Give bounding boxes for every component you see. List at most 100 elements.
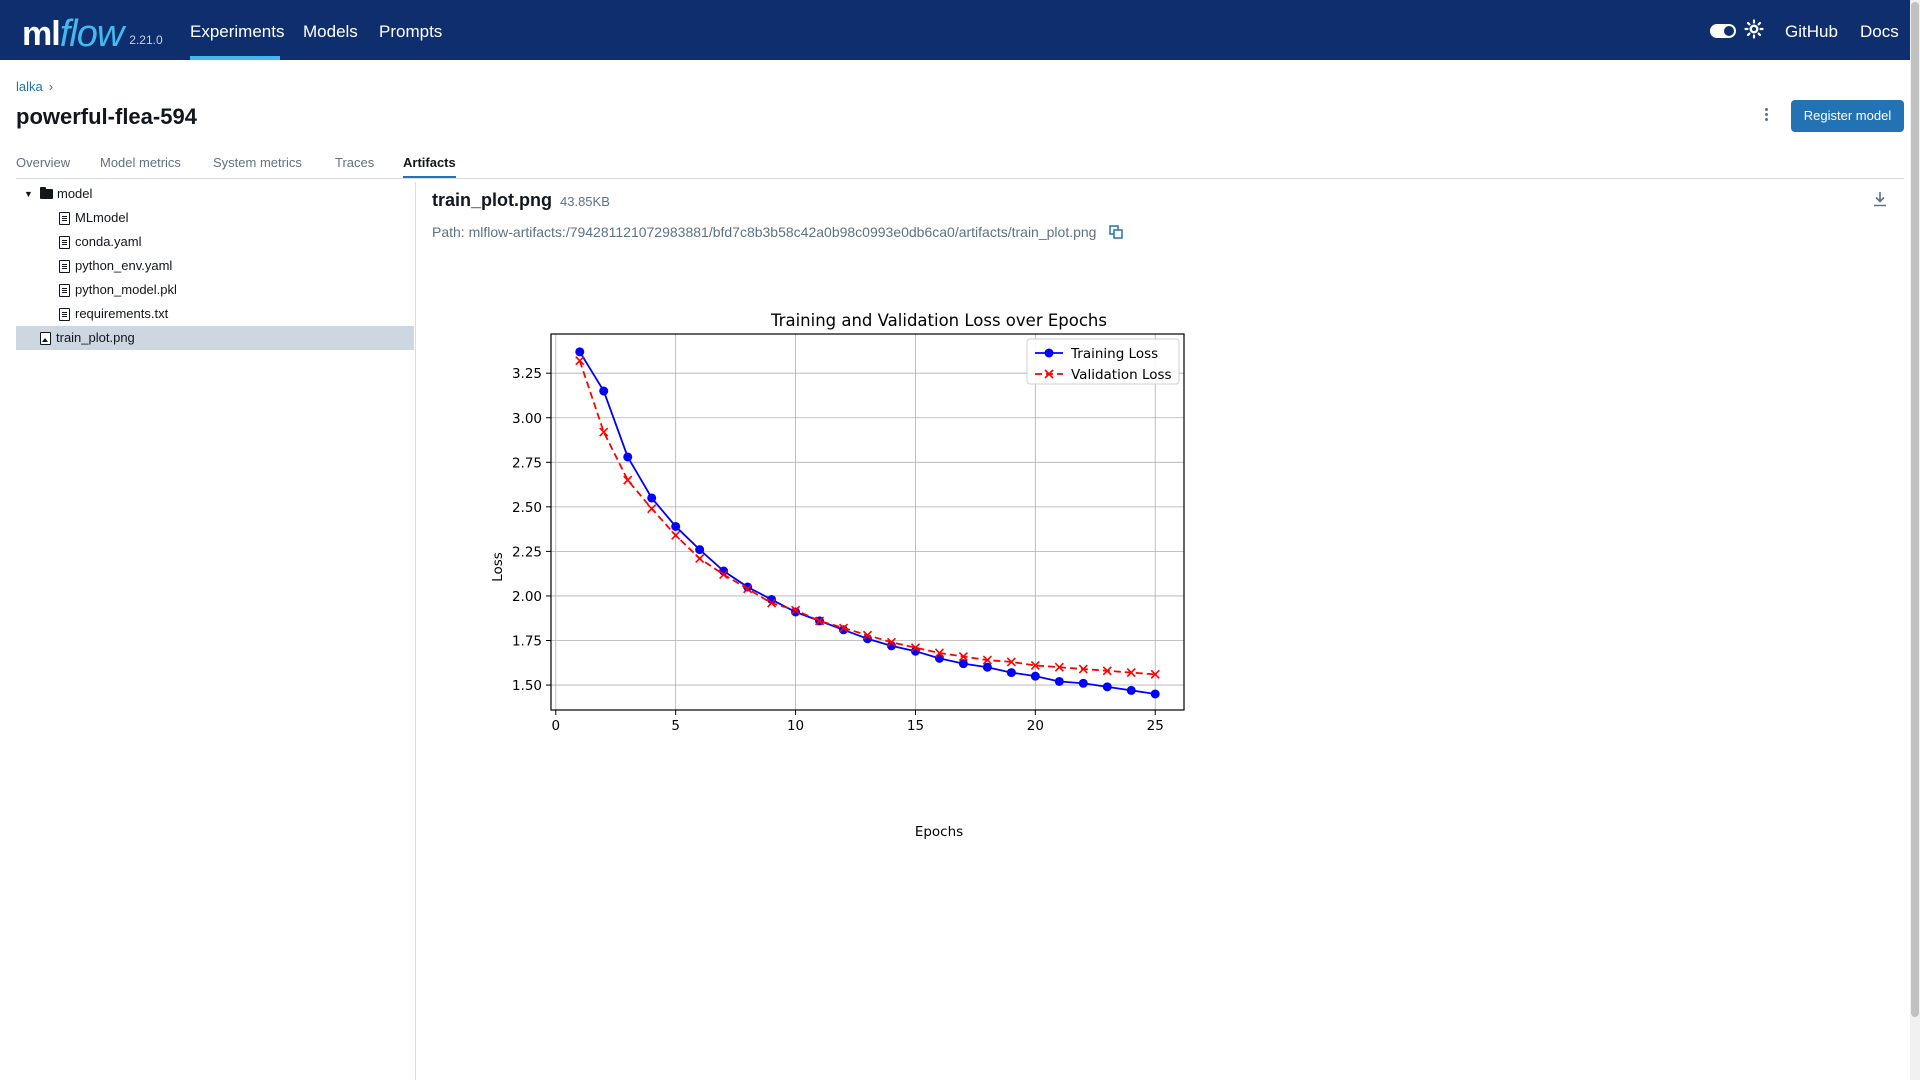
tree-file-label: MLmodel — [75, 210, 129, 225]
copy-icon[interactable] — [1109, 225, 1123, 239]
x-tick-label: 20 — [1027, 718, 1044, 734]
tree-folder-model[interactable]: ▼ model — [16, 182, 414, 206]
validation-loss-point — [1126, 668, 1136, 678]
file-icon — [59, 260, 70, 273]
tab-traces[interactable]: Traces — [335, 155, 375, 170]
caret-down-icon[interactable]: ▼ — [24, 189, 33, 199]
training-loss-point — [1006, 668, 1016, 678]
more-options-icon[interactable] — [1760, 106, 1772, 126]
training-loss-point — [575, 347, 585, 357]
breadcrumb-experiment-link[interactable]: lalka — [16, 79, 43, 94]
y-tick-label: 3.25 — [512, 366, 542, 382]
download-icon[interactable] — [1872, 190, 1888, 208]
training-loss-point — [982, 662, 992, 672]
legend-marker — [1044, 369, 1054, 379]
chevron-right-icon: › — [48, 79, 54, 94]
tree-file-label: python_model.pkl — [75, 282, 177, 297]
x-tick-label: 25 — [1147, 718, 1164, 734]
validation-loss-point — [1102, 666, 1112, 676]
tree-file[interactable]: conda.yaml — [16, 230, 414, 254]
legend-label: Training Loss — [1070, 346, 1158, 362]
chart-grid — [551, 334, 1184, 710]
training-loss-point — [1102, 682, 1112, 692]
validation-loss-point — [886, 637, 897, 647]
validation-loss-point — [910, 643, 921, 653]
validation-loss-point — [958, 651, 968, 662]
github-link[interactable]: GitHub — [1785, 22, 1838, 41]
loss-chart: 0 5 10 15 20 25 1.50 1.75 2.00 2.25 2.50 2.75 3.00 3.… — [490, 311, 1185, 840]
y-tick-label: 2.50 — [512, 500, 542, 516]
x-tick-label: 5 — [671, 718, 680, 734]
tab-artifacts[interactable]: Artifacts — [403, 155, 456, 179]
tree-file-label: train_plot.png — [56, 330, 135, 345]
validation-loss-point — [647, 504, 657, 514]
tree-file[interactable]: python_model.pkl — [16, 278, 414, 302]
page-scrollbar[interactable] — [1910, 0, 1920, 1080]
folder-icon — [40, 187, 53, 199]
x-axis-label: Epochs — [915, 824, 963, 840]
theme-toggle[interactable] — [1710, 24, 1736, 38]
training-loss-point — [1150, 689, 1160, 699]
scrollbar-thumb[interactable] — [1911, 2, 1919, 1017]
artifact-size: 43.85KB — [560, 194, 610, 209]
training-loss-point — [958, 659, 968, 669]
tree-file[interactable]: python_env.yaml — [16, 254, 414, 278]
y-axis-label: Loss — [490, 552, 506, 582]
file-icon — [59, 236, 70, 249]
legend-marker — [1044, 348, 1054, 358]
chart-title: Training and Validation Loss over Epochs — [770, 311, 1107, 330]
validation-loss-point — [862, 630, 873, 640]
validation-loss-point — [934, 648, 944, 658]
validation-loss-point — [719, 570, 729, 580]
docs-link[interactable]: Docs — [1860, 22, 1899, 41]
tree-file-selected[interactable]: train_plot.png — [16, 326, 414, 350]
legend-label: Validation Loss — [1071, 367, 1172, 383]
breadcrumb: lalka › — [16, 79, 53, 94]
tree-folder-label: model — [57, 186, 93, 201]
page-title: powerful-flea-594 — [16, 104, 197, 129]
nav-models[interactable]: Models — [303, 22, 358, 41]
validation-loss-point — [791, 605, 801, 615]
validation-loss-point — [575, 356, 585, 366]
y-tick-label: 1.75 — [512, 634, 542, 650]
validation-loss-point — [671, 530, 681, 540]
tabs-divider — [16, 178, 1904, 179]
training-loss-point — [1054, 676, 1064, 686]
chart-series — [575, 347, 1160, 699]
image-file-icon — [40, 332, 51, 345]
validation-loss-point — [1030, 660, 1040, 671]
chart-ticks: 0 5 10 15 20 25 1.50 1.75 2.00 2.25 2.50 2.75 3.00 3.… — [512, 366, 1164, 734]
y-tick-label: 1.50 — [512, 678, 542, 694]
chart-legend: Training Loss Validation Loss — [1026, 338, 1180, 385]
training-loss-point — [743, 582, 753, 592]
y-tick-label: 2.00 — [512, 589, 542, 605]
legend-box — [1026, 338, 1180, 385]
y-tick-label: 2.75 — [512, 455, 542, 471]
tree-file[interactable]: MLmodel — [16, 206, 414, 230]
validation-loss-point — [695, 553, 705, 564]
file-icon — [59, 284, 70, 297]
training-loss-point — [647, 493, 657, 503]
tree-file[interactable]: requirements.txt — [16, 302, 414, 326]
training-loss-point — [695, 545, 705, 555]
mlflow-logo[interactable]: ml flow 2.21.0 — [22, 6, 163, 54]
validation-loss-point — [1054, 662, 1064, 672]
artifact-path: Path: mlflow-artifacts:/7942811210729838… — [432, 224, 1097, 240]
sun-icon — [1744, 19, 1764, 39]
tab-system-metrics[interactable]: System metrics — [213, 155, 302, 170]
nav-prompts[interactable]: Prompts — [379, 22, 443, 41]
tab-overview[interactable]: Overview — [16, 155, 71, 170]
nav-experiments[interactable]: Experiments — [190, 0, 284, 60]
training-loss-point — [623, 452, 633, 462]
y-tick-label: 3.00 — [512, 411, 542, 427]
file-icon — [59, 308, 70, 321]
validation-loss-point — [599, 427, 609, 437]
register-model-button[interactable]: Register model — [1791, 100, 1904, 132]
validation-loss-point — [623, 475, 633, 485]
top-navbar: ml flow 2.21.0 Experiments Models Prompt… — [0, 0, 1920, 60]
validation-loss-point — [1006, 657, 1016, 667]
tree-file-label: python_env.yaml — [75, 258, 173, 273]
tree-file-label: requirements.txt — [75, 306, 169, 321]
x-tick-label: 0 — [551, 718, 560, 734]
tab-model-metrics[interactable]: Model metrics — [100, 155, 181, 170]
